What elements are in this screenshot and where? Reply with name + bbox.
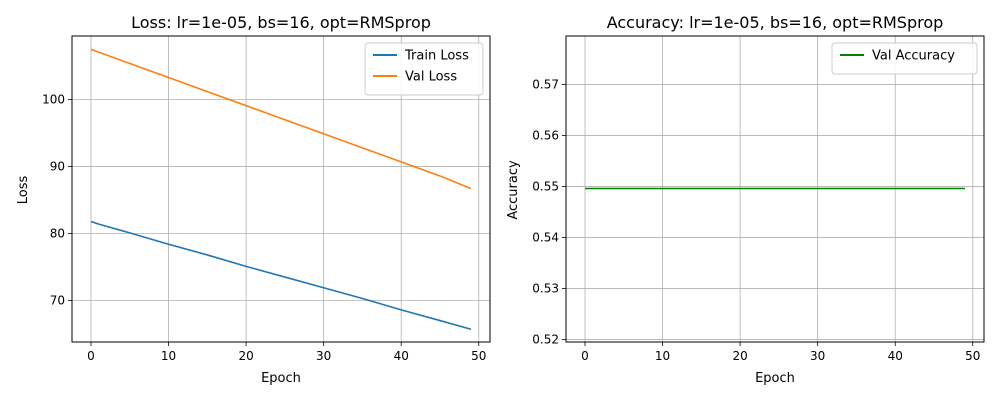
y-tick-label: 0.52 (532, 332, 559, 346)
x-tick-label: 50 (965, 349, 980, 363)
x-tick-label: 0 (581, 349, 589, 363)
y-tick-label: 0.55 (532, 179, 559, 193)
x-tick-label: 30 (810, 349, 825, 363)
y-tick-label: 0.56 (532, 128, 559, 142)
legend-box (831, 42, 978, 75)
x-axis-label: Epoch (261, 371, 301, 386)
x-tick-label: 50 (471, 349, 486, 363)
y-tick-label: 0.54 (532, 230, 559, 244)
y-axis-label: Loss (16, 176, 31, 205)
chart-title: Loss: lr=1e-05, bs=16, opt=RMSprop (131, 13, 431, 32)
y-axis-label: Accuracy (506, 160, 521, 220)
y-tick-label: 70 (50, 293, 65, 307)
series-line-2 (90, 48, 472, 190)
x-tick-label: 40 (888, 349, 903, 363)
x-tick-label: 30 (316, 349, 331, 363)
accuracy-chart: Accuracy: lr=1e-05, bs=16, opt=RMSprop E… (506, 13, 985, 386)
legend-label: Val Loss (405, 70, 457, 85)
legend-label: Val Accuracy (872, 49, 955, 64)
x-axis-label: Epoch (755, 371, 795, 386)
chart-title: Accuracy: lr=1e-05, bs=16, opt=RMSprop (607, 13, 944, 32)
legend-label: Train Loss (404, 49, 469, 64)
x-tick-label: 40 (394, 349, 409, 363)
plot-frame (71, 35, 491, 343)
y-tick-label: 0.53 (532, 281, 559, 295)
x-tick-label: 20 (732, 349, 747, 363)
y-tick-label: 0.57 (532, 77, 559, 91)
series-line-1 (90, 220, 472, 331)
y-tick-label: 80 (50, 227, 65, 241)
plot-frame (565, 35, 985, 343)
y-tick-label: 100 (42, 93, 65, 107)
y-tick-label: 90 (50, 160, 65, 174)
x-tick-label: 0 (87, 349, 95, 363)
loss-chart: Loss: lr=1e-05, bs=16, opt=RMSprop Epoch… (16, 13, 491, 386)
x-tick-label: 10 (161, 349, 176, 363)
x-tick-label: 20 (238, 349, 253, 363)
x-tick-label: 10 (655, 349, 670, 363)
